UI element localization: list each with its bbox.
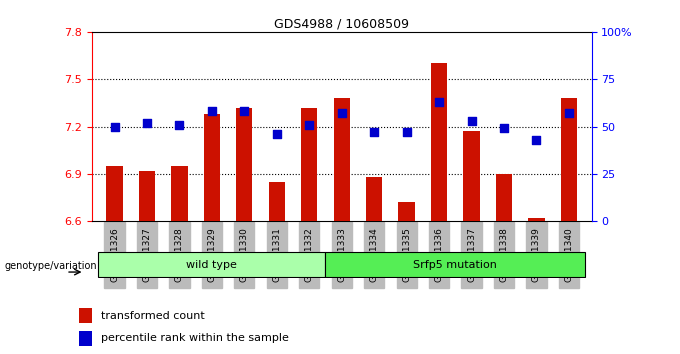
- Point: [531, 137, 542, 143]
- Bar: [431, 63, 447, 221]
- Point: [109, 124, 120, 129]
- Point: [239, 109, 250, 114]
- Bar: [99, 252, 326, 278]
- Point: [141, 120, 152, 126]
- Point: [174, 122, 185, 127]
- Bar: [528, 218, 545, 221]
- Bar: [139, 171, 155, 221]
- Bar: [236, 108, 252, 221]
- Bar: [79, 308, 92, 323]
- Point: [466, 118, 477, 124]
- Bar: [269, 182, 285, 221]
- Point: [401, 130, 412, 135]
- Point: [271, 131, 282, 137]
- Bar: [301, 108, 318, 221]
- Point: [498, 126, 509, 131]
- Text: genotype/variation: genotype/variation: [5, 261, 97, 271]
- Bar: [463, 131, 479, 221]
- Point: [434, 99, 445, 105]
- Bar: [79, 331, 92, 346]
- Bar: [496, 174, 512, 221]
- Point: [304, 122, 315, 127]
- Text: wild type: wild type: [186, 259, 237, 270]
- Bar: [561, 98, 577, 221]
- Text: percentile rank within the sample: percentile rank within the sample: [101, 333, 288, 343]
- Point: [564, 110, 575, 116]
- Point: [369, 130, 379, 135]
- Text: transformed count: transformed count: [101, 311, 205, 321]
- Bar: [106, 166, 122, 221]
- Point: [337, 110, 347, 116]
- Text: Srfp5 mutation: Srfp5 mutation: [413, 259, 497, 270]
- Title: GDS4988 / 10608509: GDS4988 / 10608509: [274, 18, 409, 31]
- Bar: [171, 166, 188, 221]
- Bar: [204, 114, 220, 221]
- Bar: [326, 252, 585, 278]
- Point: [207, 109, 218, 114]
- Bar: [334, 98, 350, 221]
- Bar: [398, 202, 415, 221]
- Bar: [366, 177, 382, 221]
